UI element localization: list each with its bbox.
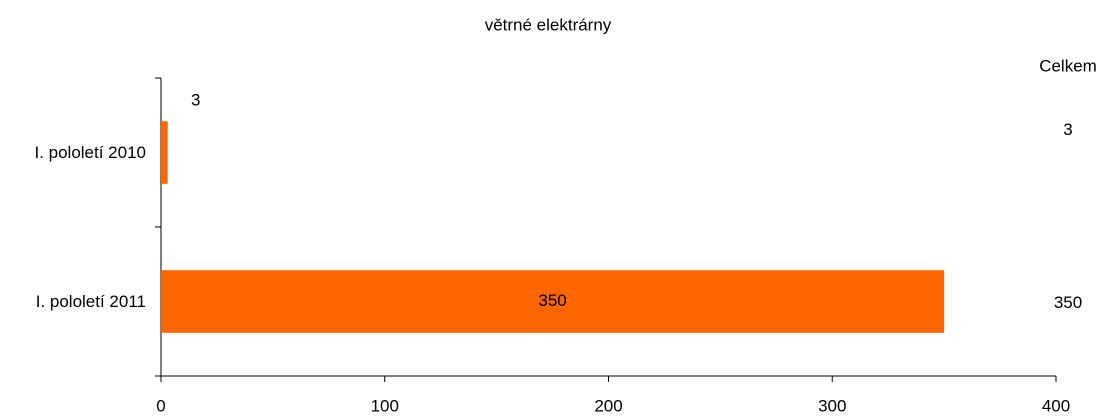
chart-title: větrné elektrárny xyxy=(485,15,612,34)
x-tick-label: 400 xyxy=(1042,396,1070,415)
data-label: 350 xyxy=(538,291,566,310)
x-tick-label: 100 xyxy=(371,396,399,415)
data-label: 3 xyxy=(191,91,200,110)
y-tick-label: I. pololetí 2011 xyxy=(36,292,146,311)
x-tick-label: 0 xyxy=(156,396,165,415)
bar xyxy=(161,121,168,184)
total-value: 350 xyxy=(1054,293,1082,312)
x-tick-label: 200 xyxy=(594,396,622,415)
total-header: Celkem xyxy=(1039,56,1097,75)
y-tick-label: I. pololetí 2010 xyxy=(34,143,146,162)
x-tick-label: 300 xyxy=(818,396,846,415)
total-value: 3 xyxy=(1063,120,1072,139)
bar xyxy=(161,270,945,333)
